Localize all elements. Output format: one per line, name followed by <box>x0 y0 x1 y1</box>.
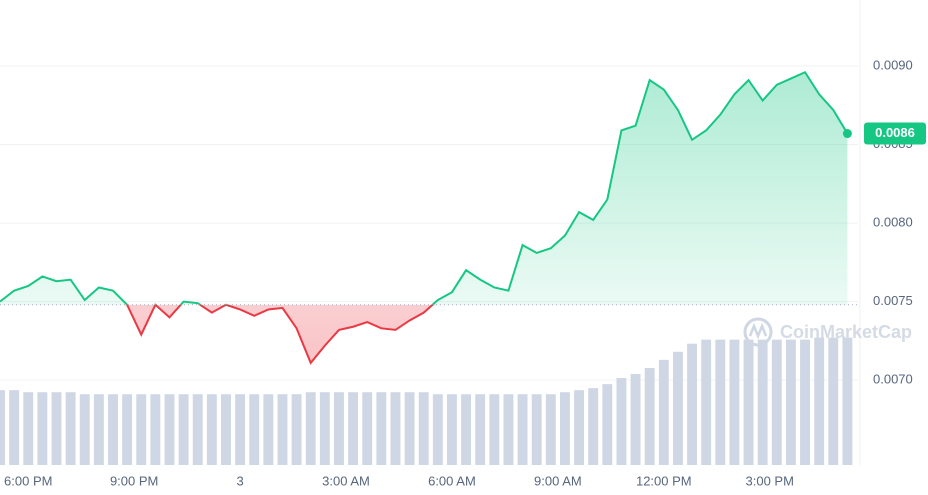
volume-bar <box>79 394 90 465</box>
area-up <box>0 72 848 305</box>
volume-bar <box>715 339 726 465</box>
volume-bar <box>701 339 712 465</box>
volume-bar <box>108 394 118 465</box>
volume-bar <box>65 392 76 465</box>
volume-bar <box>545 394 556 465</box>
x-tick-label: 9:00 PM <box>110 473 158 488</box>
y-tick-label: 0.0075 <box>873 293 913 308</box>
x-tick-label: 12:00 PM <box>636 473 692 488</box>
volume-bar <box>814 337 825 465</box>
volume-bar <box>757 339 768 465</box>
volume-bar <box>221 394 231 465</box>
volume-bar <box>644 367 655 465</box>
volume-bar <box>305 392 316 465</box>
volume-bar <box>559 392 570 465</box>
volume-bar <box>729 339 740 465</box>
volume-bar <box>319 392 330 465</box>
volume-bar <box>630 374 641 465</box>
volume-bar <box>687 343 697 465</box>
y-tick-label: 0.0070 <box>873 372 913 387</box>
x-tick-label: 6:00 PM <box>4 473 52 488</box>
volume-bar <box>447 394 457 465</box>
volume-bar <box>672 351 683 465</box>
volume-bar <box>461 394 472 465</box>
y-tick-label: 0.0090 <box>873 57 913 72</box>
volume-bar <box>206 394 217 465</box>
volume-bar <box>150 394 161 465</box>
volume-bar <box>37 392 48 465</box>
volume-bar <box>249 394 260 465</box>
volume-bar <box>291 394 302 465</box>
volume-bar <box>277 394 288 465</box>
volume-bar <box>658 359 669 465</box>
volume-bar <box>23 392 34 465</box>
volume-bar <box>348 392 359 465</box>
volume-bar <box>800 339 810 465</box>
volume-bar <box>362 392 373 465</box>
volume-bar <box>235 394 246 465</box>
volume-bar <box>828 337 839 465</box>
price-line-down <box>125 304 435 365</box>
volume-bar <box>418 392 429 465</box>
x-tick-label: 6:00 AM <box>428 473 476 488</box>
volume-bar <box>588 388 599 465</box>
volume-bar <box>531 394 542 465</box>
volume-bar <box>51 392 62 465</box>
volume-bar <box>9 390 20 465</box>
x-tick-label: 3:00 AM <box>322 473 370 488</box>
volume-bar <box>0 390 5 465</box>
price-tag <box>864 122 926 145</box>
x-tick-label: 3:00 PM <box>746 473 794 488</box>
watermark-text: CoinMarketCap <box>780 322 912 342</box>
volume-bar <box>192 394 203 465</box>
volume-bar <box>842 337 853 465</box>
volume-bar <box>475 394 486 465</box>
volume-bar <box>616 378 627 465</box>
volume-bar <box>771 339 782 465</box>
volume-bar <box>489 394 500 465</box>
volume-bar <box>517 394 528 465</box>
volume-bar <box>432 394 443 465</box>
volume-bar <box>602 384 613 465</box>
volume-bar <box>390 392 401 465</box>
volume-bar <box>263 394 274 465</box>
price-tag-label: 0.0086 <box>875 125 915 140</box>
y-tick-label: 0.0080 <box>873 215 913 230</box>
x-tick-label: 3 <box>236 473 243 488</box>
last-point <box>842 129 852 139</box>
volume-bar <box>122 394 133 465</box>
watermark: CoinMarketCap <box>743 317 912 347</box>
volume-bar <box>743 339 754 465</box>
volume-bar <box>136 394 147 465</box>
volume-bar <box>178 394 189 465</box>
volume-bar <box>503 394 514 465</box>
volume-bar <box>574 390 585 465</box>
x-tick-label: 9:00 AM <box>534 473 582 488</box>
volume-bar <box>785 339 796 465</box>
volume-bar <box>376 392 387 465</box>
volume-bar <box>334 392 344 465</box>
volume-bar <box>404 392 415 465</box>
price-line-up <box>0 71 849 305</box>
volume-bar <box>164 394 175 465</box>
volume-bar <box>93 394 104 465</box>
